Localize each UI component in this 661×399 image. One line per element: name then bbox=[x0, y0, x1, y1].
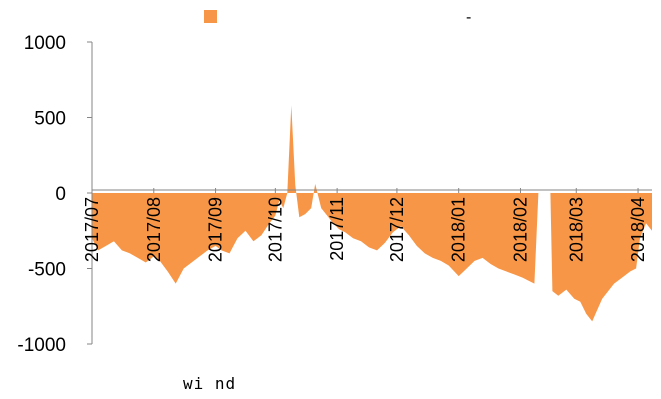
x-tick-label: 2018/01 bbox=[449, 197, 469, 262]
y-axis-ticks: 1000 500 0 -500 -1000 bbox=[17, 33, 92, 356]
x-tick-label: 2017/11 bbox=[327, 197, 347, 261]
x-axis-ticks: 2017/07 2017/08 2017/09 2017/10 2017/11 2017/… bbox=[82, 188, 648, 262]
area-series bbox=[92, 105, 652, 322]
x-tick-label: 2018/04 bbox=[628, 197, 648, 262]
legend-dash: - bbox=[466, 9, 471, 26]
x-tick-label: 2017/12 bbox=[387, 197, 407, 262]
y-tick-label: 0 bbox=[55, 184, 66, 205]
source-label: wi nd bbox=[183, 374, 236, 393]
x-tick-label: 2018/03 bbox=[566, 197, 586, 262]
x-tick-label: 2017/09 bbox=[206, 197, 226, 262]
y-tick-label: 1000 bbox=[24, 33, 66, 54]
y-tick-label: 500 bbox=[34, 109, 66, 130]
x-tick-label: 2017/08 bbox=[144, 197, 164, 262]
legend-swatch bbox=[204, 10, 217, 23]
y-tick-label: -1000 bbox=[17, 335, 66, 356]
y-tick-label: -500 bbox=[28, 260, 66, 281]
x-tick-label: 2018/02 bbox=[510, 197, 530, 262]
x-tick-label: 2017/10 bbox=[265, 197, 285, 262]
x-tick-label: 2017/07 bbox=[82, 197, 102, 262]
